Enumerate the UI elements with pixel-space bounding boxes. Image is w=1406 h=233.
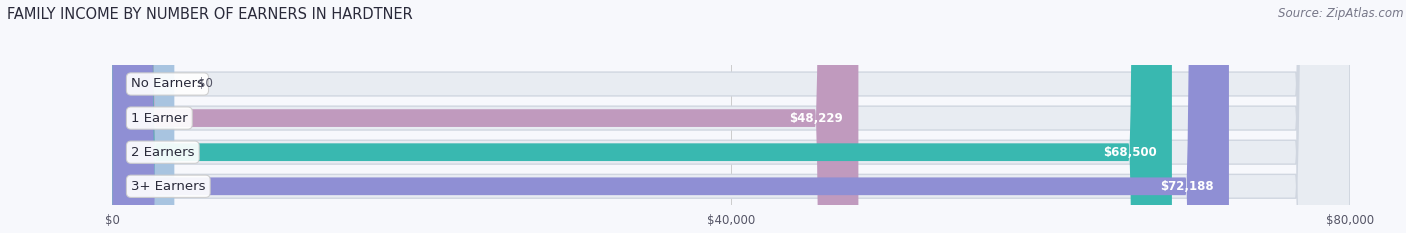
FancyBboxPatch shape bbox=[112, 0, 1173, 233]
FancyBboxPatch shape bbox=[112, 0, 1350, 233]
FancyBboxPatch shape bbox=[112, 0, 1350, 233]
Text: $48,229: $48,229 bbox=[789, 112, 844, 125]
Text: 3+ Earners: 3+ Earners bbox=[131, 180, 205, 193]
FancyBboxPatch shape bbox=[112, 0, 1350, 233]
FancyBboxPatch shape bbox=[112, 0, 859, 233]
Text: No Earners: No Earners bbox=[131, 78, 204, 90]
FancyBboxPatch shape bbox=[112, 0, 1229, 233]
Text: 2 Earners: 2 Earners bbox=[131, 146, 194, 159]
Text: FAMILY INCOME BY NUMBER OF EARNERS IN HARDTNER: FAMILY INCOME BY NUMBER OF EARNERS IN HA… bbox=[7, 7, 413, 22]
Text: $72,188: $72,188 bbox=[1160, 180, 1213, 193]
Text: 1 Earner: 1 Earner bbox=[131, 112, 187, 125]
Text: $68,500: $68,500 bbox=[1102, 146, 1156, 159]
Text: Source: ZipAtlas.com: Source: ZipAtlas.com bbox=[1278, 7, 1403, 20]
FancyBboxPatch shape bbox=[112, 0, 174, 233]
Text: $0: $0 bbox=[197, 78, 212, 90]
FancyBboxPatch shape bbox=[112, 0, 1350, 233]
